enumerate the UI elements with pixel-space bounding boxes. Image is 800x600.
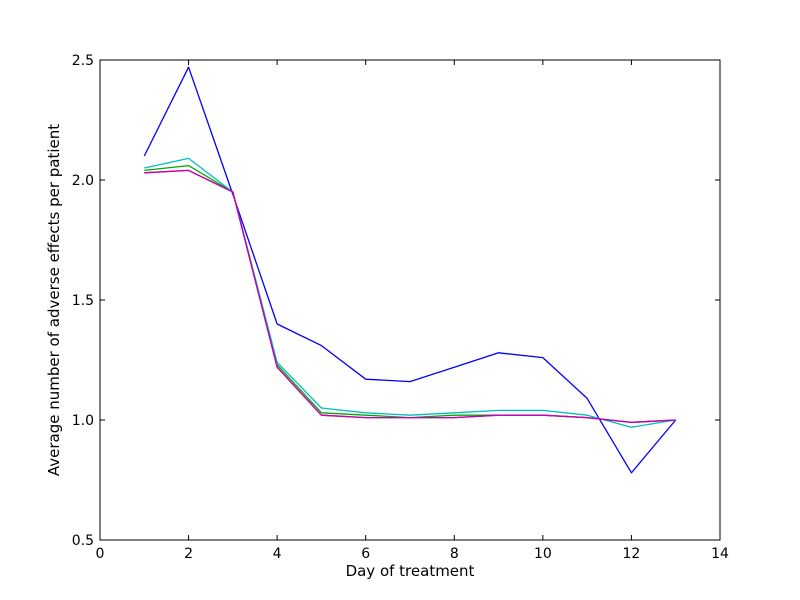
series-line-1 [143,66,677,474]
series-line-5 [144,169,676,424]
y-axis-label: Average number of adverse effects per pa… [45,124,63,476]
series-line-2 [144,164,676,424]
x-tick-label: 8 [450,546,459,562]
y-tick-label: 1.5 [72,293,94,309]
x-tick-label: 4 [273,546,282,562]
y-tick-label: 2.5 [72,53,94,69]
y-tick-label: 1.0 [72,413,94,429]
x-tick-label: 14 [711,546,729,562]
x-axis-label: Day of treatment [346,562,475,580]
series-line-4 [144,169,676,424]
y-tick-label: 0.5 [72,533,94,549]
x-tick-label: 12 [623,546,641,562]
axis-ticks: 0 2 4 6 8 10 12 14 0.5 1.0 1.5 2.0 2.5 [72,53,729,562]
x-tick-label: 2 [184,546,193,562]
series-lines [143,66,677,474]
x-tick-label: 10 [534,546,552,562]
plot-frame [99,59,721,541]
series-line-3 [144,157,676,428]
x-tick-label: 0 [96,546,105,562]
y-tick-label: 2.0 [72,173,94,189]
x-tick-label: 6 [361,546,370,562]
